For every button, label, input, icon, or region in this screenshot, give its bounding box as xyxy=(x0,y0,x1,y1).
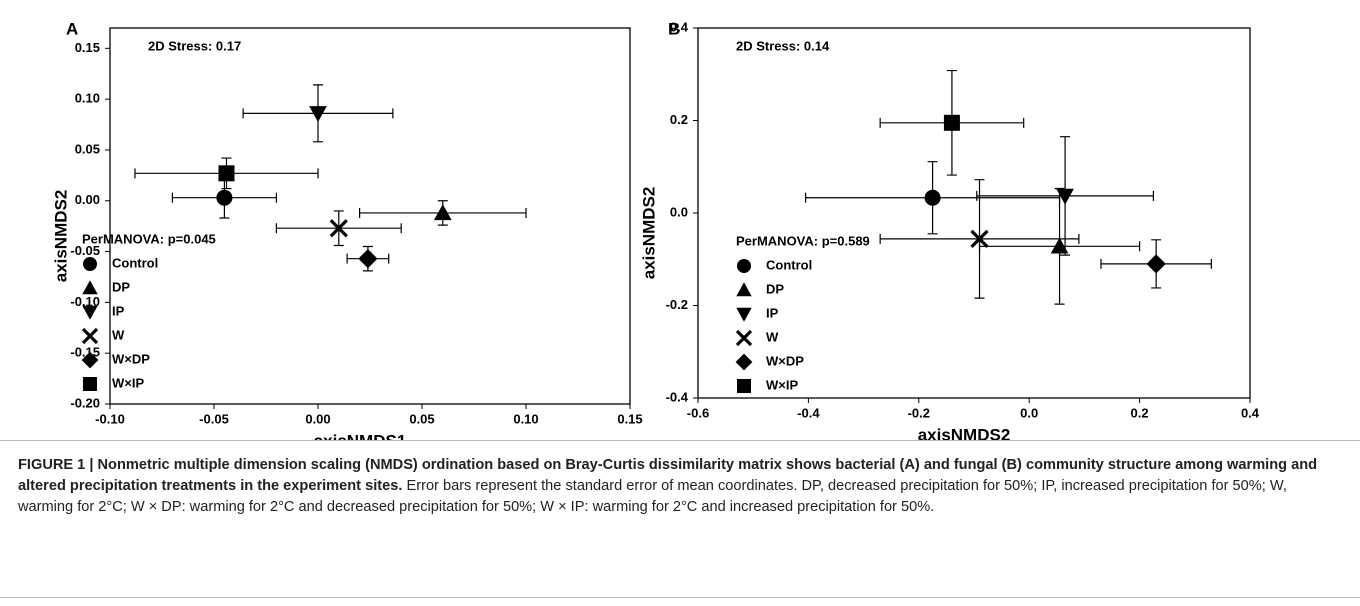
plot-frame xyxy=(109,27,631,405)
y-tick-label: 0.10 xyxy=(75,91,100,106)
panel-label: B xyxy=(668,19,680,38)
x-tick-label: 0.4 xyxy=(1241,405,1260,420)
legend-marker xyxy=(83,377,97,391)
legend-label: W×IP xyxy=(766,377,798,392)
legend-marker xyxy=(736,282,752,297)
legend-label: IP xyxy=(112,303,125,318)
x-tick-label: -0.10 xyxy=(95,411,125,426)
legend-marker xyxy=(736,307,752,322)
marker xyxy=(218,165,235,182)
y-tick-label: -0.10 xyxy=(70,294,100,309)
x-tick-label: 0.05 xyxy=(409,411,434,426)
legend-label: DP xyxy=(112,279,130,294)
x-tick-label: 0.00 xyxy=(305,411,330,426)
marker xyxy=(434,204,452,221)
legend-label: Control xyxy=(766,257,812,272)
y-tick-label: 0.00 xyxy=(75,192,100,207)
legend-marker xyxy=(82,280,98,295)
legend-marker xyxy=(82,305,98,320)
panel-label: A xyxy=(66,19,78,38)
y-axis-label: axisNMDS2 xyxy=(639,187,658,280)
marker xyxy=(1050,237,1069,254)
legend-marker xyxy=(735,353,753,371)
legend-label: IP xyxy=(766,305,779,320)
marker xyxy=(358,249,378,269)
y-tick-label: -0.05 xyxy=(70,243,100,258)
legend-marker xyxy=(83,257,97,271)
annotation: 2D Stress: 0.17 xyxy=(148,38,241,53)
marker xyxy=(329,219,348,238)
plot-frame xyxy=(697,27,1251,399)
y-tick-label: -0.20 xyxy=(70,395,100,410)
x-tick-label: 0.2 xyxy=(1131,405,1149,420)
x-tick-label: 0.15 xyxy=(617,411,642,426)
y-tick-label: 0.0 xyxy=(670,204,688,219)
marker xyxy=(309,106,327,123)
marker xyxy=(1056,188,1074,205)
legend-label: W×DP xyxy=(112,351,150,366)
legend-label: W×DP xyxy=(766,353,804,368)
x-axis-label: axisNMDS2 xyxy=(918,425,1011,440)
x-tick-label: 0.10 xyxy=(513,411,538,426)
caption: FIGURE 1 | Nonmetric multiple dimension … xyxy=(0,440,1360,598)
legend-title: PerMANOVA: p=0.589 xyxy=(736,233,870,248)
y-tick-label: 0.05 xyxy=(75,141,100,156)
legend-label: W×IP xyxy=(112,375,144,390)
legend-label: Control xyxy=(112,255,158,270)
x-tick-label: -0.2 xyxy=(908,405,930,420)
y-tick-label: -0.2 xyxy=(666,297,688,312)
x-tick-label: -0.6 xyxy=(687,405,709,420)
y-tick-label: 0.4 xyxy=(670,19,689,34)
legend-marker xyxy=(735,329,753,347)
x-tick-label: -0.4 xyxy=(797,405,820,420)
legend-label: W xyxy=(112,327,125,342)
marker xyxy=(1146,254,1166,274)
legend-title: PerMANOVA: p=0.045 xyxy=(82,231,216,246)
legend-marker xyxy=(737,259,751,273)
x-axis-label: axisNMDS1 xyxy=(314,431,407,440)
legend-marker xyxy=(737,379,751,393)
caption-label: FIGURE 1 | Nonmetric multiple dimension … xyxy=(18,457,1318,494)
annotation: 2D Stress: 0.14 xyxy=(736,38,830,53)
x-tick-label: 0.0 xyxy=(1020,405,1038,420)
marker xyxy=(216,189,233,206)
marker xyxy=(970,229,989,249)
legend-marker xyxy=(81,351,99,369)
y-axis-label: axisNMDS2 xyxy=(51,190,70,283)
y-tick-label: 0.15 xyxy=(75,40,100,55)
marker xyxy=(924,189,941,206)
legend-marker xyxy=(81,327,99,345)
figure: A 2D Stress: 0.17 -0.10 -0.05 0.00 0.05 0.10 0.… xyxy=(51,19,1260,440)
y-tick-label: -0.4 xyxy=(666,389,689,404)
legend-label: DP xyxy=(766,281,784,296)
x-tick-label: -0.05 xyxy=(199,411,229,426)
marker xyxy=(943,114,960,131)
caption-text: Error bars represent the standard error … xyxy=(18,478,1287,515)
y-tick-label: 0.2 xyxy=(670,112,688,127)
legend-label: W xyxy=(766,329,779,344)
